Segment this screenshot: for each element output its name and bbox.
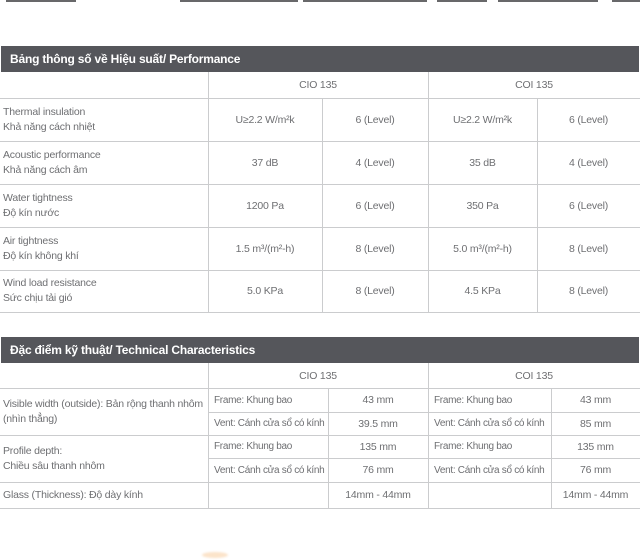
perf-level-cell: 8 (Level) bbox=[568, 285, 609, 297]
perf-level-cell: 8 (Level) bbox=[355, 285, 395, 297]
vent-label-cell: Vent: Cánh cửa sổ có kính bbox=[214, 418, 325, 429]
divider bbox=[0, 141, 640, 142]
perf-level-cell: 6 (Level) bbox=[568, 113, 609, 126]
divider bbox=[328, 388, 329, 508]
row-label-vi: Độ kín không khí bbox=[3, 249, 79, 262]
row-label-en: Profile depth: bbox=[3, 444, 63, 457]
perf-row-label: Acoustic performance Khả năng cách âm bbox=[0, 141, 205, 184]
perf-row-label: Air tightness Độ kín không khí bbox=[0, 227, 205, 270]
row-label-en: Water tightness bbox=[3, 191, 73, 204]
divider bbox=[551, 388, 552, 508]
perf-level-cell: 4 (Level) bbox=[355, 156, 395, 169]
technical-section-header: Đặc điểm kỹ thuật/ Technical Characteris… bbox=[1, 337, 639, 363]
perf-row-label: Water tightness Độ kín nước bbox=[0, 184, 205, 227]
perf-row-label: Wind load resistance Sức chịu tải gió bbox=[0, 270, 205, 312]
row-label-vi: Sức chịu tải gió bbox=[3, 292, 73, 304]
divider bbox=[428, 363, 429, 508]
tech-value-cell: 76 mm bbox=[579, 464, 612, 476]
divider bbox=[208, 363, 209, 508]
row-label-vi: Độ kín nước bbox=[3, 206, 60, 219]
tech-value-cell: 85 mm bbox=[579, 417, 612, 430]
perf-value-cell: 35 dB bbox=[469, 156, 496, 169]
perf-value-cell: 5.0 m³/(m²-h) bbox=[453, 242, 512, 255]
perf-level-cell: 6 (Level) bbox=[355, 113, 395, 126]
vent-label-cell: Vent: Cánh cửa sổ có kính bbox=[434, 464, 545, 476]
tech-col-header-cio: CIO 135 bbox=[299, 369, 337, 382]
divider bbox=[428, 72, 429, 312]
divider bbox=[208, 412, 640, 413]
perf-value-cell: 37 dB bbox=[251, 156, 279, 169]
divider bbox=[0, 227, 640, 228]
tech-value-cell: 43 mm bbox=[362, 394, 394, 406]
cropped-top-fragment bbox=[498, 0, 598, 2]
tech-col-header-coi: COI 135 bbox=[515, 369, 553, 382]
perf-level-cell: 8 (Level) bbox=[355, 242, 395, 255]
row-label-en: Wind load resistance bbox=[3, 277, 97, 289]
perf-level-cell: 6 (Level) bbox=[568, 199, 609, 212]
divider bbox=[0, 435, 640, 436]
perf-value-cell: U≥2.2 W/m²k bbox=[235, 113, 295, 126]
frame-label-cell: Frame: Khung bao bbox=[434, 394, 513, 406]
divider bbox=[322, 98, 323, 312]
row-label-en: Glass (Thickness): Độ dày kính bbox=[3, 488, 143, 501]
row-label-vi: Khả năng cách nhiệt bbox=[3, 120, 95, 133]
row-label-en: Visible width (outside): Bản rộng thanh … bbox=[3, 397, 203, 410]
divider bbox=[208, 458, 640, 459]
row-label-vi: Khả năng cách âm bbox=[3, 163, 88, 176]
technical-section-title: Đặc điểm kỹ thuật/ Technical Characteris… bbox=[10, 343, 256, 357]
tech-row-label: Glass (Thickness): Độ dày kính bbox=[0, 482, 205, 508]
perf-value-cell: 5.0 KPa bbox=[247, 285, 283, 297]
row-label-vi: Chiều sâu thanh nhôm bbox=[3, 459, 105, 472]
perf-value-cell: 350 Pa bbox=[466, 199, 499, 212]
tech-value-cell: 43 mm bbox=[579, 394, 612, 406]
divider bbox=[208, 72, 209, 312]
perf-level-cell: 6 (Level) bbox=[355, 199, 395, 212]
frame-label-cell: Frame: Khung bao bbox=[214, 394, 293, 406]
divider bbox=[0, 482, 640, 483]
frame-label-cell: Frame: Khung bao bbox=[434, 441, 513, 452]
perf-col-header-cio: CIO 135 bbox=[299, 79, 337, 91]
vent-label-cell: Vent: Cánh cửa sổ có kính bbox=[434, 418, 545, 429]
cropped-top-fragment bbox=[612, 0, 640, 2]
row-label-vi: (nhìn thẳng) bbox=[3, 412, 58, 425]
frame-label-cell: Frame: Khung bao bbox=[214, 441, 293, 452]
divider bbox=[0, 508, 640, 509]
perf-value-cell: 1200 Pa bbox=[246, 199, 284, 212]
performance-section-header: Bảng thông số về Hiệu suất/ Performance bbox=[1, 46, 639, 72]
cropped-top-fragment bbox=[303, 0, 427, 2]
cropped-top-fragment bbox=[180, 0, 298, 2]
divider bbox=[537, 98, 538, 312]
row-label-en: Thermal insulation bbox=[3, 105, 86, 118]
tech-value-cell: 39.5 mm bbox=[358, 417, 398, 430]
perf-value-cell: 1.5 m³/(m²-h) bbox=[235, 242, 295, 255]
perf-value-cell: U≥2.2 W/m²k bbox=[453, 113, 512, 126]
cropped-top-fragment bbox=[6, 0, 76, 2]
vent-label-cell: Vent: Cánh cửa sổ có kính bbox=[214, 464, 325, 476]
tech-row-label: Profile depth: Chiều sâu thanh nhôm bbox=[0, 435, 205, 482]
perf-level-cell: 8 (Level) bbox=[568, 242, 609, 255]
tech-value-cell: 14mm - 44mm bbox=[562, 489, 629, 501]
tech-row-label: Visible width (outside): Bản rộng thanh … bbox=[0, 388, 205, 435]
cropped-top-fragment bbox=[437, 0, 487, 2]
divider bbox=[0, 312, 640, 313]
row-label-en: Air tightness bbox=[3, 234, 59, 247]
cropped-bottom-logo-fragment bbox=[202, 552, 228, 558]
divider bbox=[0, 184, 640, 185]
perf-level-cell: 4 (Level) bbox=[568, 156, 609, 169]
divider bbox=[0, 388, 640, 389]
perf-col-header-coi: COI 135 bbox=[515, 79, 553, 91]
tech-value-cell: 14mm - 44mm bbox=[345, 489, 411, 501]
performance-section-title: Bảng thông số về Hiệu suất/ Performance bbox=[10, 52, 241, 66]
perf-row-label: Thermal insulation Khả năng cách nhiệt bbox=[0, 98, 205, 141]
tech-value-cell: 135 mm bbox=[577, 440, 614, 453]
divider bbox=[0, 98, 640, 99]
tech-value-cell: 135 mm bbox=[359, 440, 397, 453]
perf-value-cell: 4.5 KPa bbox=[464, 285, 501, 297]
row-label-en: Acoustic performance bbox=[3, 148, 101, 161]
divider bbox=[0, 270, 640, 271]
tech-value-cell: 76 mm bbox=[362, 464, 394, 476]
